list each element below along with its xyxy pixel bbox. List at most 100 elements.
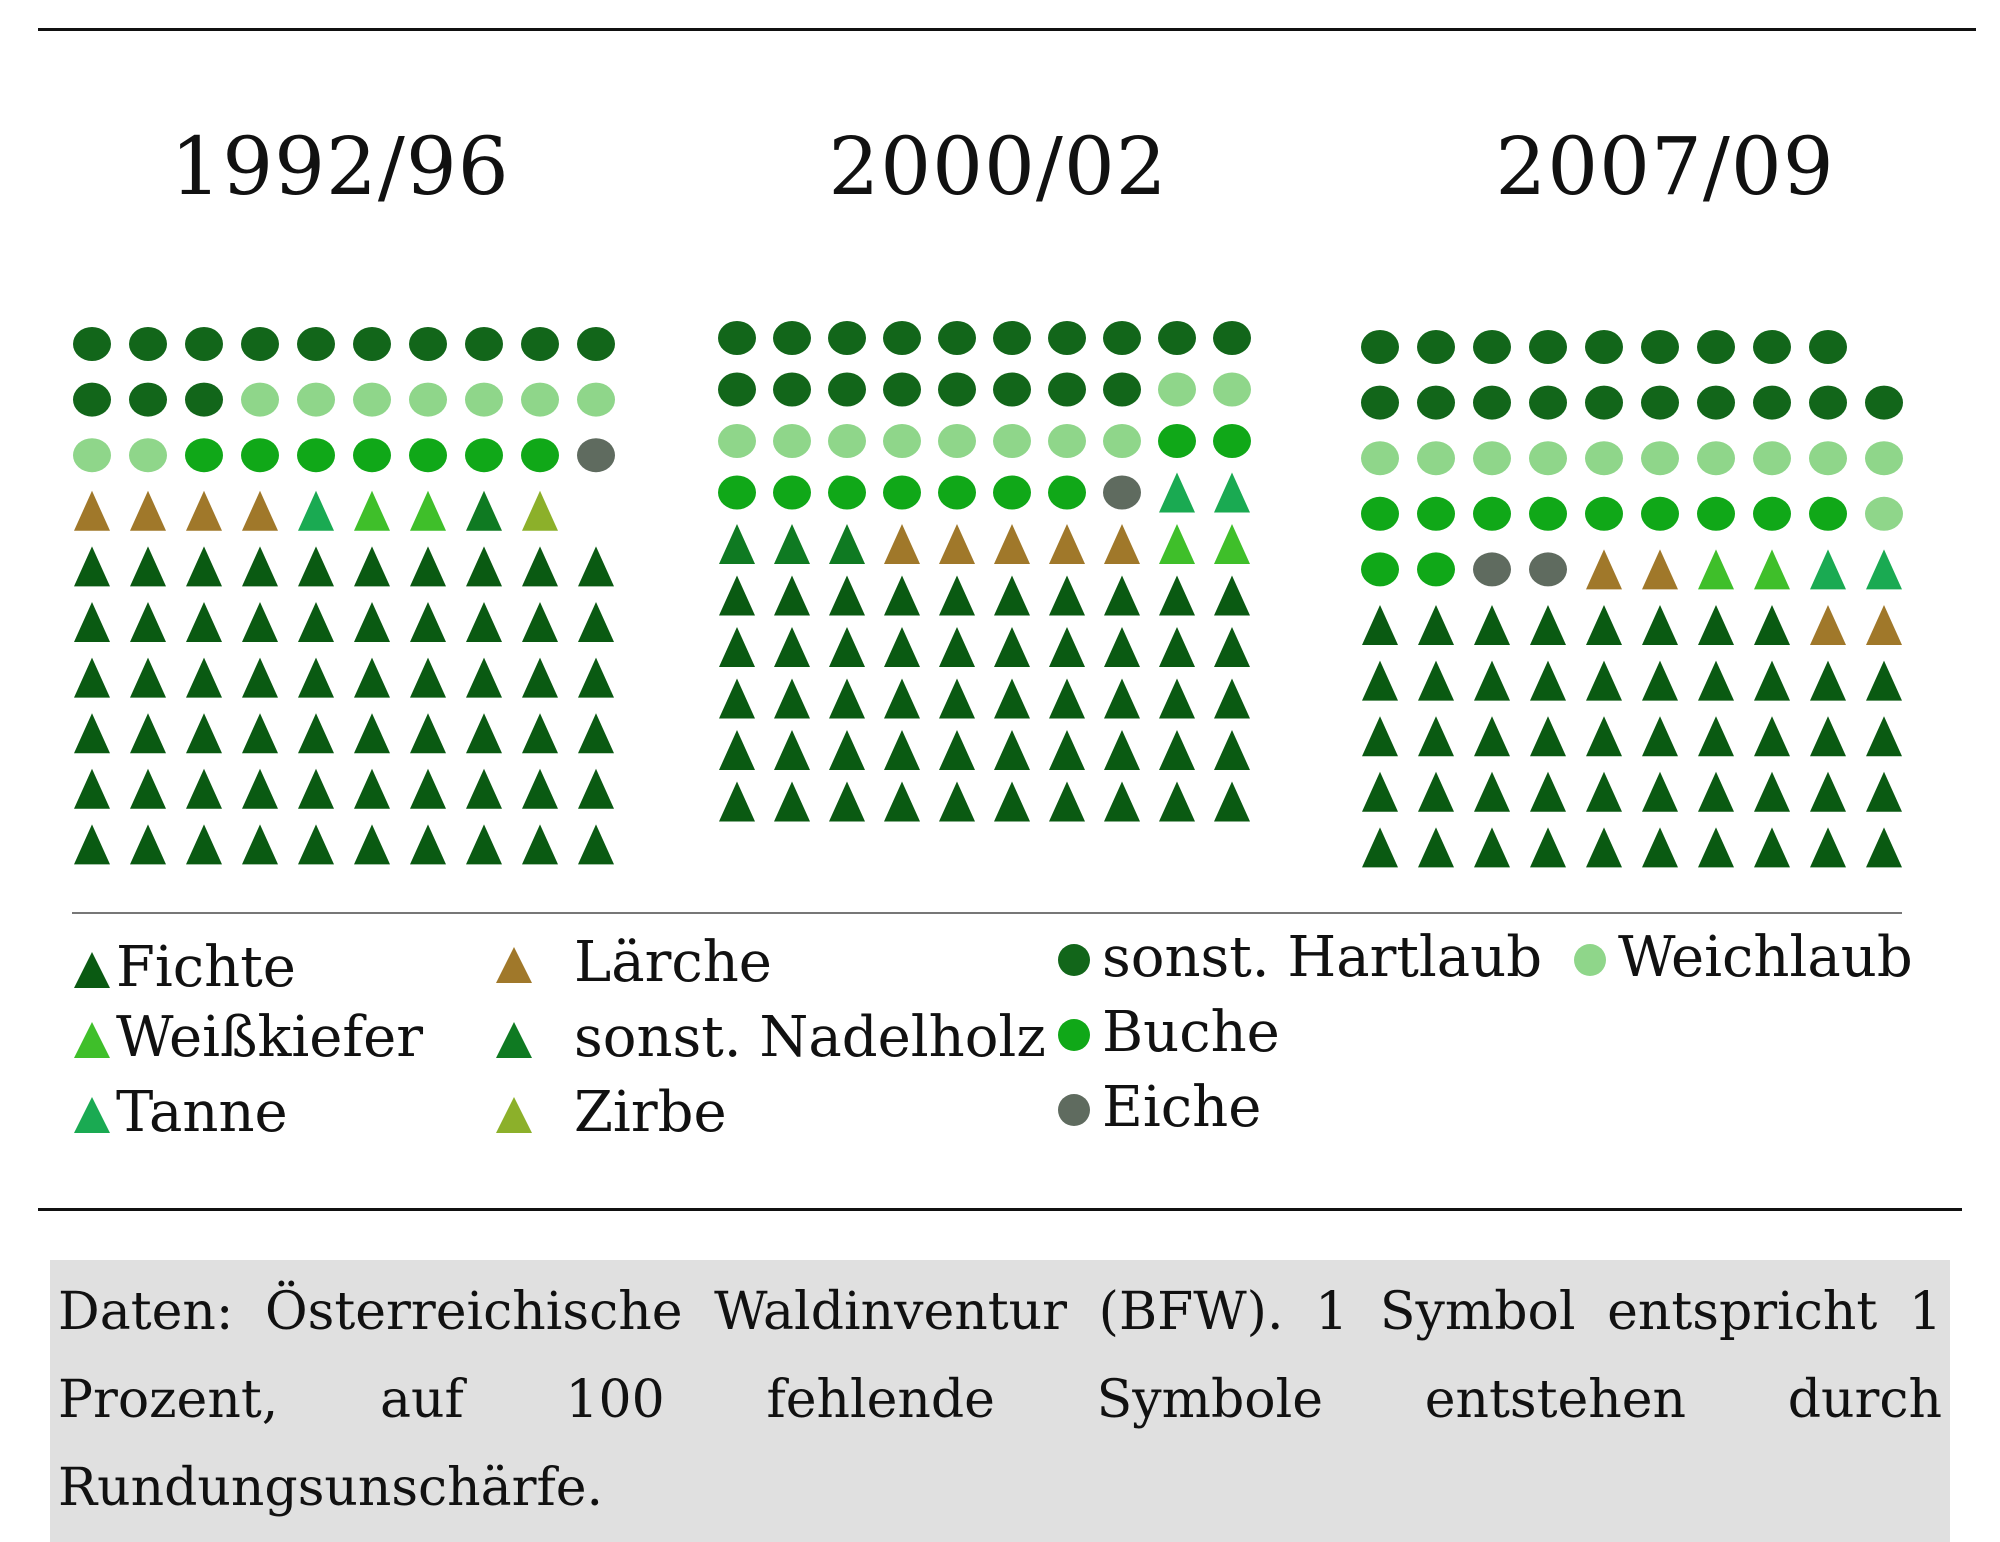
symbol-fichte	[74, 657, 110, 698]
symbol-buche	[297, 438, 335, 473]
symbol-buche	[409, 438, 447, 473]
symbol-eiche	[1529, 552, 1567, 587]
symbol-fichte	[410, 602, 446, 642]
legend-item-weichlaub: Weichlaub	[1568, 925, 1913, 990]
legend-label-laerche: Lärche	[574, 930, 772, 995]
pictogram-panel-2	[718, 321, 1251, 822]
symbol-fichte	[829, 575, 865, 616]
symbol-fichte	[466, 768, 502, 809]
symbol-fichte	[1214, 781, 1250, 822]
symbol-fichte	[1530, 827, 1566, 868]
symbol-sonst-hartlaub	[718, 321, 756, 355]
symbol-fichte	[719, 678, 755, 719]
symbol-sonst-hartlaub	[1048, 372, 1086, 407]
symbol-fichte	[1642, 716, 1678, 757]
symbol-fichte	[774, 730, 810, 770]
symbol-fichte	[466, 602, 502, 642]
symbol-laerche	[74, 490, 110, 531]
symbol-sonst-hartlaub	[993, 321, 1031, 355]
symbol-fichte	[1754, 660, 1790, 701]
symbol-fichte	[884, 781, 920, 822]
symbol-laerche	[186, 490, 222, 531]
symbol-sonst-hartlaub	[1865, 385, 1903, 420]
symbol-fichte	[74, 824, 110, 865]
symbol-fichte	[994, 781, 1030, 822]
symbol-fichte	[1866, 771, 1902, 812]
symbol-fichte	[1049, 575, 1085, 616]
symbol-buche	[185, 438, 223, 473]
symbol-fichte	[522, 657, 558, 698]
symbol-weichlaub	[1753, 441, 1791, 476]
symbol-sonst-hartlaub	[1753, 330, 1791, 364]
symbol-fichte	[578, 713, 614, 754]
symbol-fichte	[298, 713, 334, 754]
symbol-weichlaub	[577, 382, 615, 417]
symbol-fichte	[829, 678, 865, 719]
symbol-weichlaub	[409, 382, 447, 417]
legend-label-zirbe: Zirbe	[574, 1080, 727, 1145]
symbol-fichte	[1474, 827, 1510, 868]
symbol-fichte	[774, 575, 810, 616]
symbol-weichlaub	[1048, 424, 1086, 458]
symbol-fichte	[242, 602, 278, 642]
symbol-fichte	[994, 730, 1030, 770]
symbol-fichte	[1214, 678, 1250, 719]
symbol-fichte	[1418, 660, 1454, 701]
symbol-sonst-hartlaub	[1809, 385, 1847, 420]
symbol-fichte	[1530, 605, 1566, 645]
symbol-fichte	[354, 602, 390, 642]
symbol-buche	[1417, 496, 1455, 531]
symbol-fichte	[298, 657, 334, 698]
symbol-fichte	[1586, 605, 1622, 645]
symbol-fichte	[1642, 605, 1678, 645]
symbol-sonst-nadelholz	[719, 524, 755, 564]
symbol-fichte	[186, 602, 222, 642]
symbol-buche	[1585, 496, 1623, 531]
symbol-sonst-hartlaub	[1213, 321, 1251, 355]
symbol-fichte	[829, 730, 865, 770]
symbol-fichte	[1418, 827, 1454, 868]
symbol-buche	[1753, 496, 1791, 531]
symbol-fichte	[74, 546, 110, 587]
symbol-fichte	[1474, 605, 1510, 645]
symbol-fichte	[1104, 575, 1140, 616]
symbol-sonst-hartlaub	[883, 321, 921, 355]
symbol-fichte	[130, 713, 166, 754]
symbol-buche	[1048, 475, 1086, 510]
symbol-fichte	[1418, 771, 1454, 812]
symbol-sonst-hartlaub	[1417, 385, 1455, 420]
symbol-eiche	[577, 438, 615, 473]
symbol-sonst-hartlaub	[185, 382, 223, 417]
eiche-circle-icon	[1058, 1093, 1090, 1126]
symbol-fichte	[522, 768, 558, 809]
symbol-fichte	[74, 602, 110, 642]
symbol-fichte	[1049, 678, 1085, 719]
symbol-fichte	[1362, 771, 1398, 812]
symbol-fichte	[522, 602, 558, 642]
legend-item-tanne: Tanne	[70, 1080, 288, 1145]
symbol-fichte	[1104, 730, 1140, 770]
legend-label-tanne: Tanne	[116, 1080, 288, 1145]
legend-label-buche: Buche	[1102, 1000, 1280, 1065]
symbol-sonst-hartlaub	[297, 327, 335, 361]
symbol-fichte	[1754, 716, 1790, 757]
symbol-fichte	[1586, 660, 1622, 701]
symbol-buche	[773, 475, 811, 510]
symbol-buche	[1158, 424, 1196, 458]
symbol-fichte	[410, 824, 446, 865]
symbol-fichte	[1530, 660, 1566, 701]
symbol-sonst-hartlaub	[521, 327, 559, 361]
symbol-buche	[521, 438, 559, 473]
symbol-weichlaub	[1641, 441, 1679, 476]
symbol-weichlaub	[1417, 441, 1455, 476]
symbol-sonst-nadelholz	[829, 524, 865, 564]
symbol-fichte	[578, 602, 614, 642]
sonst-nadelholz-triangle-icon	[496, 1021, 532, 1058]
symbol-weichlaub	[828, 424, 866, 458]
symbol-fichte	[1642, 660, 1678, 701]
weisskiefer-triangle-icon	[74, 1021, 110, 1058]
symbol-weichlaub	[1213, 372, 1251, 407]
symbol-buche	[1473, 496, 1511, 531]
symbol-buche	[1809, 496, 1847, 531]
symbol-fichte	[354, 713, 390, 754]
